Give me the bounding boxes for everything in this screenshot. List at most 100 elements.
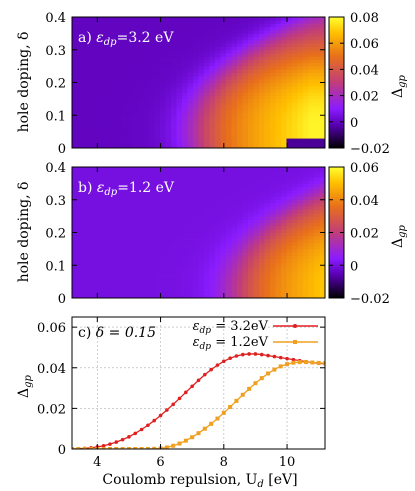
heatmap-cell xyxy=(171,288,177,292)
heatmap-cell xyxy=(248,291,254,296)
heatmap-cell xyxy=(297,252,304,256)
heatmap-cell xyxy=(220,261,227,266)
heatmap-cell xyxy=(110,268,117,273)
heatmap-cell xyxy=(319,138,326,142)
heatmap-cell xyxy=(270,89,276,93)
heatmap-cell xyxy=(308,199,315,204)
heatmap-cell xyxy=(220,56,227,60)
heatmap-cell xyxy=(132,36,139,41)
heatmap-cell xyxy=(72,173,78,178)
heatmap-cell xyxy=(253,111,260,116)
heatmap-cell xyxy=(242,95,249,100)
heatmap-cell xyxy=(248,288,254,292)
heatmap-cell xyxy=(319,209,326,214)
heatmap-cell xyxy=(83,95,89,100)
heatmap-cell xyxy=(165,288,172,292)
heatmap-cell xyxy=(160,17,166,21)
heatmap-cell xyxy=(121,144,128,149)
colorbar-tick-label: 0.06 xyxy=(350,161,379,176)
heatmap-cell xyxy=(83,30,89,34)
heatmap-cell xyxy=(99,62,106,67)
heatmap-cell xyxy=(281,167,287,171)
heatmap-cell xyxy=(176,144,183,149)
heatmap-cell xyxy=(215,53,221,57)
heatmap-cell xyxy=(270,39,276,44)
series-1-point xyxy=(297,360,302,365)
heatmap-cell xyxy=(286,209,293,214)
heatmap-cell xyxy=(259,278,265,283)
heatmap-cell xyxy=(154,255,161,260)
heatmap-cell xyxy=(209,180,216,184)
heatmap-cell xyxy=(237,216,243,220)
heatmap-cell xyxy=(303,62,309,67)
heatmap-cell xyxy=(259,288,265,292)
heatmap-cell xyxy=(259,79,265,83)
heatmap-cell xyxy=(198,43,205,47)
heatmap-cell xyxy=(281,239,287,243)
heatmap-cell xyxy=(204,183,210,188)
heatmap-cell xyxy=(160,170,166,174)
heatmap-cell xyxy=(215,291,221,296)
heatmap-cell xyxy=(160,62,166,67)
heatmap-cell xyxy=(171,180,177,184)
heatmap-cell xyxy=(72,265,78,269)
heatmap-cell xyxy=(127,85,133,90)
heatmap-cell xyxy=(259,281,265,286)
heatmap-cell xyxy=(204,121,210,126)
heatmap-cell xyxy=(72,66,78,70)
heatmap-cell xyxy=(226,53,232,57)
heatmap-cell xyxy=(176,271,183,276)
heatmap-cell xyxy=(303,17,309,21)
heatmap-cell xyxy=(264,102,271,106)
heatmap-cell xyxy=(121,271,128,276)
heatmap-cell xyxy=(83,75,89,80)
heatmap-cell xyxy=(132,245,139,250)
heatmap-cell xyxy=(88,294,95,299)
heatmap-cell xyxy=(319,278,326,283)
heatmap-cell xyxy=(77,17,84,21)
heatmap-cell xyxy=(193,170,199,174)
heatmap-cell xyxy=(154,225,161,230)
heatmap-cell xyxy=(286,176,293,181)
heatmap-cell xyxy=(132,248,139,253)
heatmap-cell xyxy=(292,125,298,129)
heatmap-cell xyxy=(286,131,293,136)
heatmap-cell xyxy=(88,291,95,296)
heatmap-cell xyxy=(220,196,227,201)
heatmap-cell xyxy=(143,141,150,146)
legend-entry-0-symbol: ε xyxy=(193,319,200,334)
heatmap-cell xyxy=(72,261,78,266)
heatmap-cell xyxy=(154,258,161,263)
colorbar-a-ticks: 0.080.060.040.020−0.02 xyxy=(329,11,390,157)
heatmap-cell xyxy=(187,141,194,146)
heatmap-cell xyxy=(270,30,276,34)
heatmap-cell xyxy=(259,20,265,24)
heatmap-cell xyxy=(127,245,133,250)
series-1-point xyxy=(76,447,81,449)
heatmap-cell xyxy=(198,203,205,207)
panel-a-param-sub: dp xyxy=(104,37,117,48)
heatmap-cell xyxy=(209,17,216,21)
heatmap-cell xyxy=(138,92,144,96)
heatmap-cell xyxy=(253,288,260,292)
heatmap-cell xyxy=(193,255,199,260)
heatmap-cell xyxy=(105,189,111,194)
heatmap-cell xyxy=(138,186,144,191)
heatmap-cell xyxy=(83,49,89,54)
heatmap-cell xyxy=(94,82,100,87)
heatmap-cell xyxy=(121,235,128,240)
heatmap-cell xyxy=(292,92,298,96)
heatmap-cell xyxy=(94,46,100,51)
heatmap-cell xyxy=(281,199,287,204)
heatmap-cell xyxy=(209,49,216,54)
heatmap-cell xyxy=(281,46,287,51)
heatmap-cell xyxy=(171,49,177,54)
heatmap-cell xyxy=(193,258,199,263)
heatmap-cell xyxy=(281,53,287,57)
heatmap-cell xyxy=(253,271,260,276)
heatmap-cell xyxy=(176,20,183,24)
heatmap-cell xyxy=(275,79,282,83)
heatmap-cell xyxy=(127,203,133,207)
heatmap-cell xyxy=(264,121,271,126)
heatmap-cell xyxy=(127,167,133,171)
